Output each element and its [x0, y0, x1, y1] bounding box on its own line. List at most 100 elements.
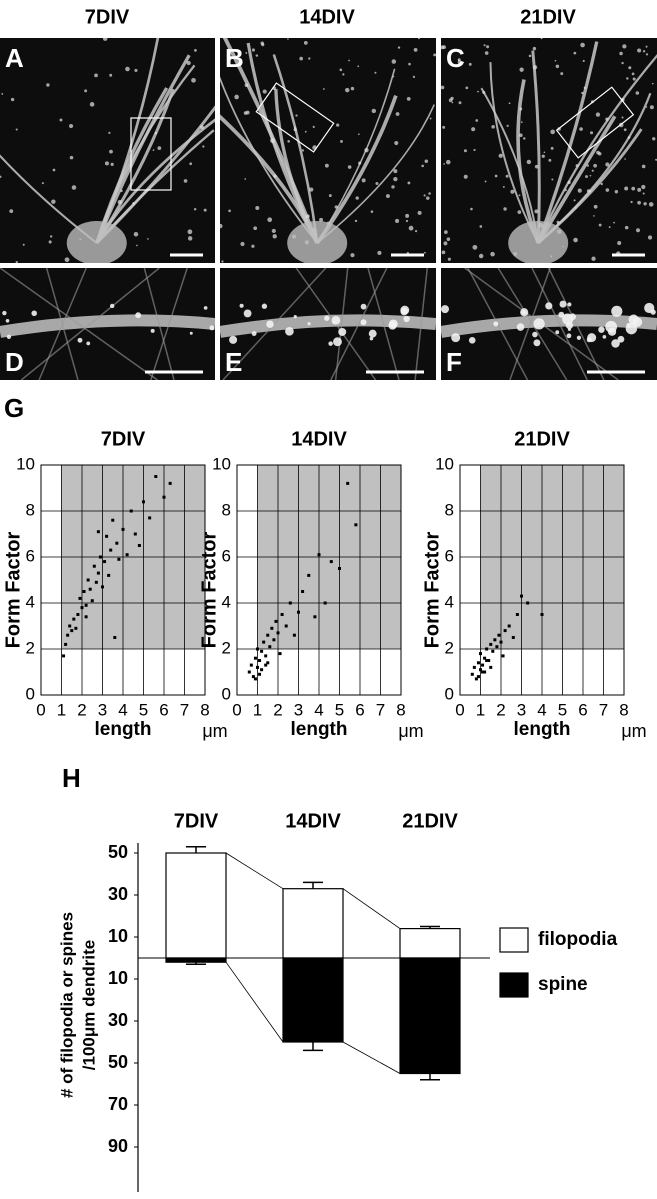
y-tick-label: 2	[445, 638, 454, 657]
point	[317, 553, 321, 557]
spine-dot	[621, 116, 624, 119]
category-label: 14DIV	[285, 810, 341, 832]
spine-dot	[203, 306, 208, 310]
spine-dot	[649, 105, 654, 110]
spine-dot	[519, 107, 523, 111]
spine-dot	[239, 303, 244, 308]
spine-dot	[642, 192, 645, 195]
spine-dot	[518, 194, 521, 197]
x-tick-label: 2	[77, 700, 86, 719]
spine-dot	[583, 86, 587, 90]
spine-dot	[22, 243, 25, 246]
spine-dot	[458, 49, 462, 53]
spine-dot	[503, 207, 507, 211]
spine-dot	[465, 86, 469, 90]
x-tick-label: 1	[57, 700, 66, 719]
spine-dot	[577, 188, 582, 193]
spine-dot	[405, 219, 409, 223]
spine-dot	[328, 194, 332, 198]
spine-dot	[457, 58, 461, 62]
spine-dot	[560, 72, 564, 76]
point	[266, 661, 270, 665]
spine-dot	[189, 162, 193, 166]
point	[247, 670, 251, 674]
x-axis-unit: μm	[398, 721, 423, 741]
spine-dot	[251, 48, 256, 52]
spine-dot	[447, 257, 451, 261]
spine-dot	[71, 185, 77, 190]
point	[507, 624, 511, 628]
spine-dot	[94, 73, 98, 78]
soma	[508, 221, 569, 263]
spine-dot	[559, 300, 567, 308]
point	[262, 640, 266, 644]
spine-dot	[375, 182, 379, 186]
spine-dot	[273, 174, 277, 178]
spine-dot	[336, 123, 340, 127]
spine-dot	[451, 333, 461, 343]
point	[268, 645, 272, 649]
panel-label: F	[446, 347, 462, 377]
spine-dot	[534, 164, 539, 169]
x-tick-label: 6	[355, 700, 364, 719]
spine-dot	[64, 257, 70, 263]
point	[258, 659, 262, 662]
x-axis-unit: μm	[202, 721, 227, 741]
x-tick-label: 6	[159, 700, 168, 719]
spine-dot	[350, 86, 355, 91]
spine-dot	[575, 164, 579, 168]
point	[253, 656, 257, 660]
spine-dot	[424, 159, 429, 164]
spine-dot	[244, 83, 249, 88]
spine-dot	[46, 83, 50, 87]
spine-dot	[548, 158, 552, 162]
y-tick-label: 6	[445, 546, 454, 565]
point	[66, 633, 70, 637]
spine-dot	[319, 217, 324, 222]
spine-dot	[407, 181, 411, 185]
spine-dot	[301, 149, 305, 152]
point	[90, 599, 94, 603]
spine-dot	[272, 234, 277, 239]
spine-dot	[361, 178, 366, 183]
x-tick-label: 0	[232, 700, 241, 719]
point	[329, 560, 333, 564]
spine-dot	[582, 59, 585, 63]
y-tick-label: 90	[108, 1136, 128, 1156]
spine-dot	[109, 149, 113, 154]
spine-dot	[510, 189, 515, 194]
spine-dot	[357, 65, 360, 68]
spine-dot	[626, 323, 631, 328]
spine-dot	[558, 311, 565, 318]
spine-dot	[479, 225, 483, 228]
spine-dot	[519, 67, 524, 72]
spine-dot	[251, 331, 257, 337]
x-tick-label: 7	[599, 700, 608, 719]
spine-dot	[645, 53, 649, 56]
point	[297, 610, 300, 614]
spine-dot	[15, 260, 18, 263]
spine-dot	[627, 136, 631, 139]
y-tick-label: 2	[222, 638, 231, 657]
point	[68, 624, 72, 628]
spine-dot	[626, 77, 629, 80]
spine-dot	[392, 75, 395, 78]
spine-dot	[6, 334, 12, 339]
spine-dot	[508, 102, 511, 105]
spine-dot	[183, 179, 188, 183]
spine-dot	[397, 46, 401, 49]
spine-dot	[245, 52, 248, 54]
point	[115, 541, 119, 545]
spine-dot	[229, 335, 238, 344]
spine-dot	[600, 182, 603, 186]
spine-dot	[417, 38, 420, 40]
spine-dot	[428, 192, 431, 195]
point	[260, 649, 264, 653]
spine-dot	[104, 161, 109, 166]
spine-dot	[193, 208, 197, 211]
branch	[367, 268, 400, 380]
spine-dot	[408, 62, 411, 66]
spine-dot	[424, 251, 426, 254]
branch	[222, 268, 327, 380]
